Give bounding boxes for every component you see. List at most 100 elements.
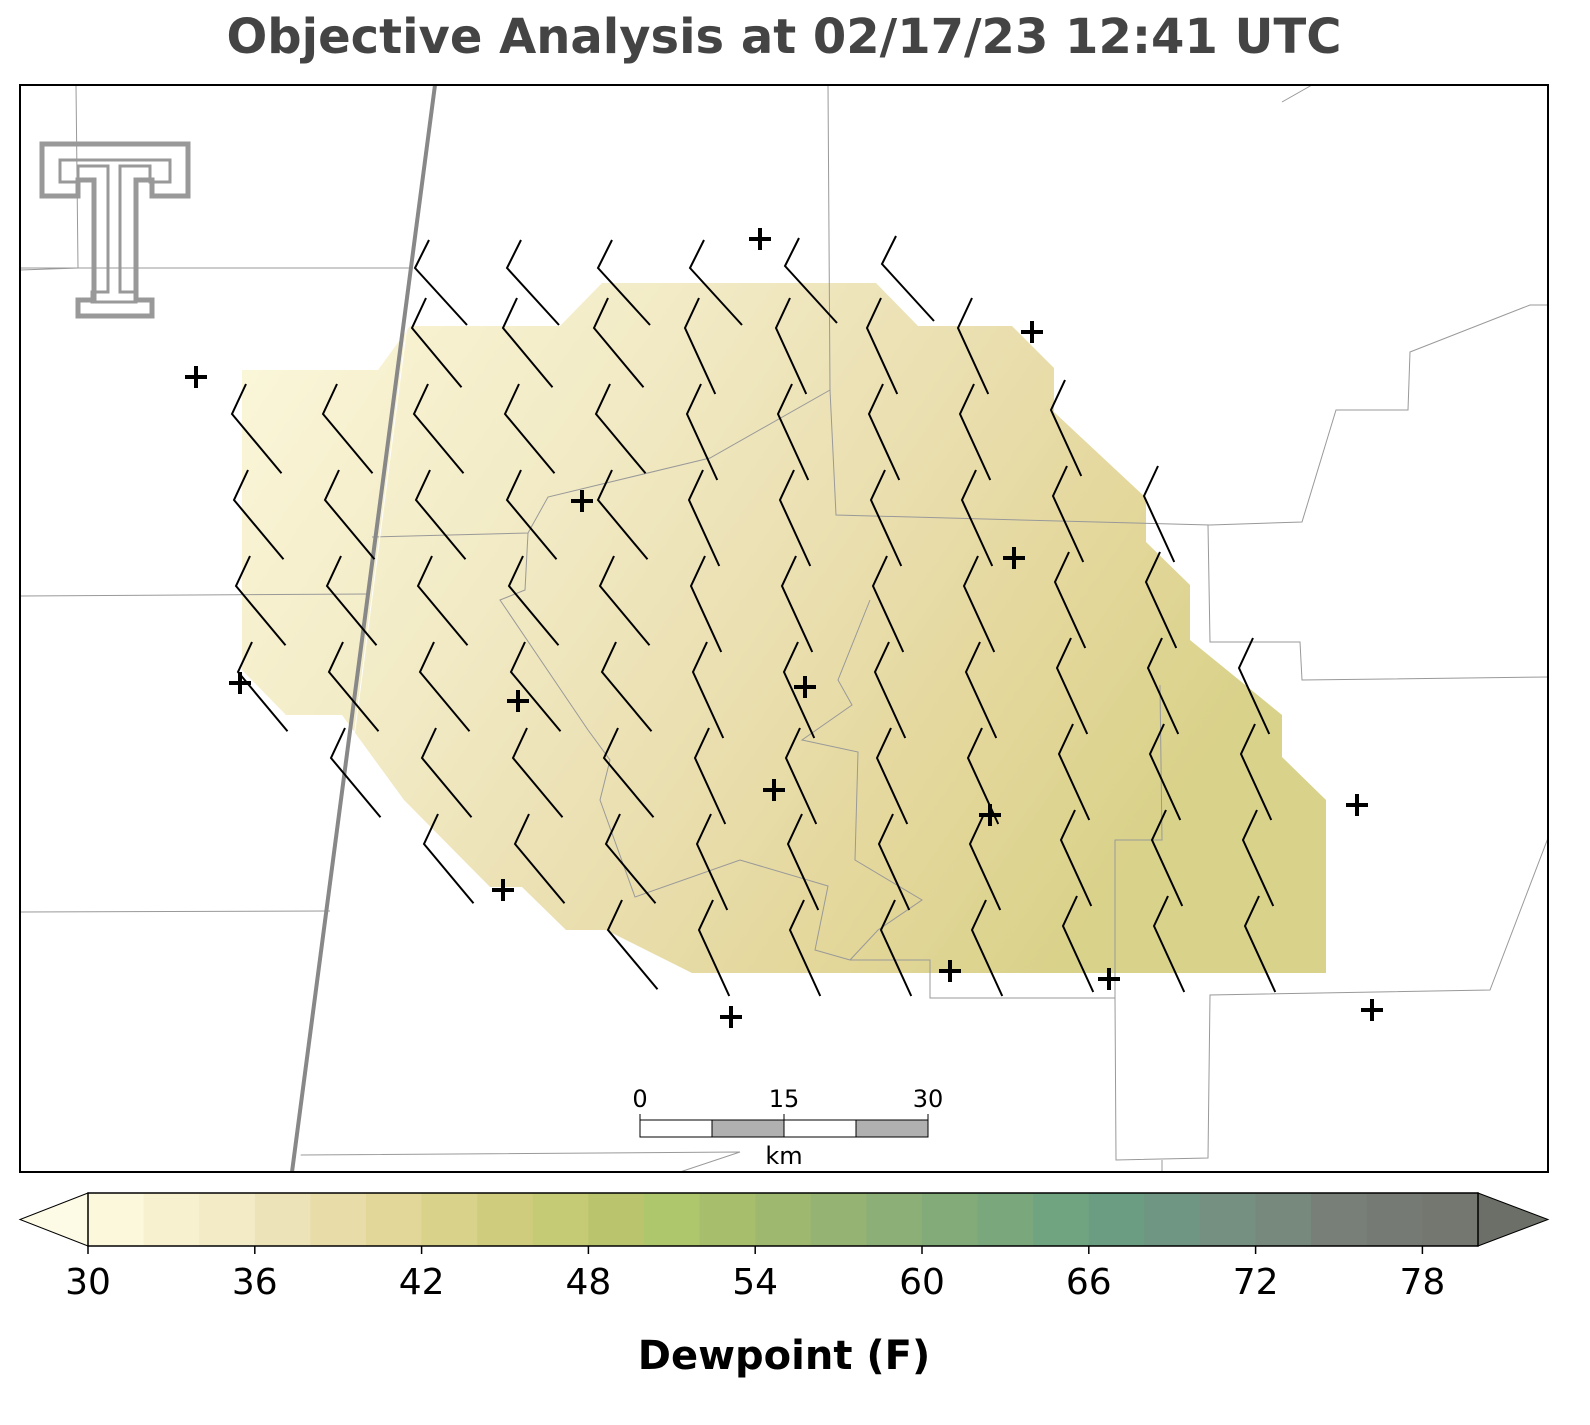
colorbar-tick-label: 60 <box>899 1262 945 1303</box>
colorbar-bin <box>532 1193 589 1246</box>
wind-barb <box>958 383 992 481</box>
wind-barb <box>697 899 731 997</box>
scale-segment <box>783 1119 857 1138</box>
scale-tick-label: 15 <box>769 1085 800 1113</box>
wind-barb <box>1144 551 1178 649</box>
colorbar-tick-label: 36 <box>232 1262 278 1303</box>
wind-barb <box>782 641 816 739</box>
wind-barb <box>234 555 287 646</box>
scale-segment <box>711 1119 785 1138</box>
colorbar-bin <box>1088 1193 1145 1246</box>
station-marker <box>763 779 785 801</box>
wind-barb <box>1053 551 1087 649</box>
station-marker <box>507 690 529 712</box>
wind-barb <box>1237 637 1271 735</box>
colorbar-bin <box>1144 1193 1201 1246</box>
wind-barb <box>867 383 901 481</box>
colorbar-bin <box>310 1193 367 1246</box>
wind-barb <box>788 899 822 997</box>
wind-barb <box>414 469 467 560</box>
wind-barb <box>869 469 903 567</box>
scale-unit: km <box>765 1142 802 1170</box>
wind-barb <box>602 727 655 818</box>
wind-barb <box>970 899 1004 997</box>
wind-barb <box>1146 637 1180 735</box>
colorbar-frame <box>87 1192 1479 1247</box>
wind-barb <box>1150 809 1184 907</box>
map-frame <box>19 84 1549 1173</box>
wind-barb <box>511 727 564 818</box>
wind-barb <box>783 237 838 324</box>
wind-barb <box>592 297 645 388</box>
wind-barb <box>596 469 649 560</box>
wind-barb <box>327 641 380 732</box>
wind-barb <box>596 239 651 326</box>
wind-barb <box>865 297 899 395</box>
wind-barb <box>420 727 473 818</box>
wind-barb <box>1243 895 1277 993</box>
colorbar-bin <box>421 1193 478 1246</box>
wind-barb <box>230 383 283 474</box>
county-line <box>20 910 331 913</box>
station-marker <box>939 960 961 982</box>
wind-barb <box>784 727 818 825</box>
county-line <box>299 1151 741 1172</box>
colorbar-bin <box>644 1193 701 1246</box>
station-marker <box>1346 794 1368 816</box>
wind-barbs <box>230 235 1277 997</box>
county-line <box>829 304 1548 526</box>
wind-barb <box>695 813 729 911</box>
wind-barb <box>323 469 376 560</box>
wind-barb <box>600 641 653 732</box>
colorbar-tick-label: 54 <box>732 1262 778 1303</box>
county-line <box>1207 524 1548 681</box>
title: Objective Analysis at 02/17/23 12:41 UTC <box>227 9 1342 65</box>
wind-barb <box>685 383 719 481</box>
colorbar-tick-label: 72 <box>1233 1262 1279 1303</box>
wind-barb <box>873 641 907 739</box>
wind-barb <box>1152 895 1186 993</box>
map: km 0 15 30 <box>19 84 1549 1173</box>
wind-barb <box>1241 809 1275 907</box>
wind-barb <box>412 383 465 474</box>
colorbar-bin <box>1255 1193 1312 1246</box>
wind-barb <box>877 813 911 911</box>
wind-barb <box>956 297 990 395</box>
dewpoint-field <box>242 283 1326 973</box>
scale-bar: km 0 15 30 <box>632 1085 943 1170</box>
colorbar-tick-label: 30 <box>65 1262 111 1303</box>
wind-barb <box>1059 809 1093 907</box>
wind-barb <box>513 813 566 904</box>
wind-barb <box>321 383 374 474</box>
wind-barb <box>780 555 814 653</box>
wind-barb <box>689 555 723 653</box>
wind-barb <box>880 235 935 322</box>
colorbar-bin <box>143 1193 200 1246</box>
wind-barb <box>604 813 657 904</box>
wind-barb <box>413 239 468 326</box>
station-marker <box>794 676 816 698</box>
colorbar-bin <box>922 1193 979 1246</box>
colorbar-bin <box>977 1193 1034 1246</box>
colorbar-tick-label: 48 <box>565 1262 611 1303</box>
scale-tick-label: 0 <box>632 1085 647 1113</box>
wind-barb <box>778 469 812 567</box>
scale-segment <box>855 1119 929 1138</box>
colorbar-bin <box>88 1193 145 1246</box>
colorbar-bin <box>866 1193 923 1246</box>
wind-barb <box>875 727 909 825</box>
colorbar-bin <box>1366 1193 1423 1246</box>
colorbar-bin <box>755 1193 812 1246</box>
station-marker <box>1098 968 1120 990</box>
wind-barb <box>606 899 659 990</box>
county-line <box>20 85 79 271</box>
wind-barb <box>410 297 463 388</box>
wind-barb <box>598 555 651 646</box>
wind-barb <box>416 555 469 646</box>
colorbar-bin <box>1311 1193 1368 1246</box>
wind-barb <box>1057 723 1091 821</box>
wind-barb <box>966 727 1000 825</box>
wind-barb <box>871 555 905 653</box>
station-marker <box>1361 999 1383 1021</box>
